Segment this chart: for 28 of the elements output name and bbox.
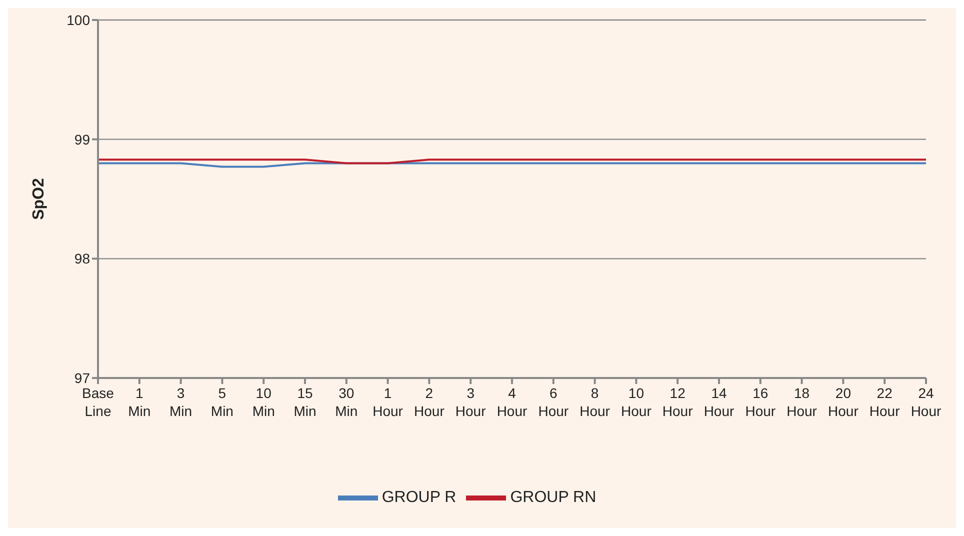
y-tick-label: 97 <box>74 370 90 386</box>
x-tick-label: 3 Hour <box>455 385 486 419</box>
x-tick-label: 10 Min <box>252 385 275 419</box>
x-tick-label: 5 Min <box>210 385 234 419</box>
legend-label: GROUP RN <box>510 489 596 506</box>
x-tick-label: 18 Hour <box>786 385 818 419</box>
x-tick-label: 4 Hour <box>496 385 528 419</box>
x-tick-label: 1 Hour <box>372 385 404 419</box>
x-tick-label: 10 Hour <box>621 385 652 419</box>
y-axis-title: SpO2 <box>30 178 48 220</box>
x-tick-label: 22 Hour <box>869 385 900 419</box>
x-tick-label: 12 Hour <box>662 385 694 419</box>
x-tick-label: 8 Hour <box>580 385 610 419</box>
x-tick-label: 16 Hour <box>745 385 776 419</box>
x-tick-label: 2 Hour <box>414 385 445 419</box>
x-tick-label: 1 Min <box>128 385 151 419</box>
x-tick-label: 20 Hour <box>828 385 859 419</box>
x-tick-label: 24 Hour <box>910 385 942 419</box>
x-tick-label: 3 Min <box>170 385 192 419</box>
x-tick-label: 30 Min <box>335 385 358 419</box>
x-tick-label: 15 Min <box>294 385 316 419</box>
y-tick-label: 98 <box>74 250 90 267</box>
legend-label: GROUP R <box>382 489 456 506</box>
x-tick-label: 6 Hour <box>538 385 569 419</box>
y-tick-label: 100 <box>66 12 90 28</box>
x-tick-label: 14 Hour <box>704 385 735 419</box>
y-tick-label: 99 <box>74 131 90 148</box>
x-tick-label: Base Line <box>82 385 114 419</box>
